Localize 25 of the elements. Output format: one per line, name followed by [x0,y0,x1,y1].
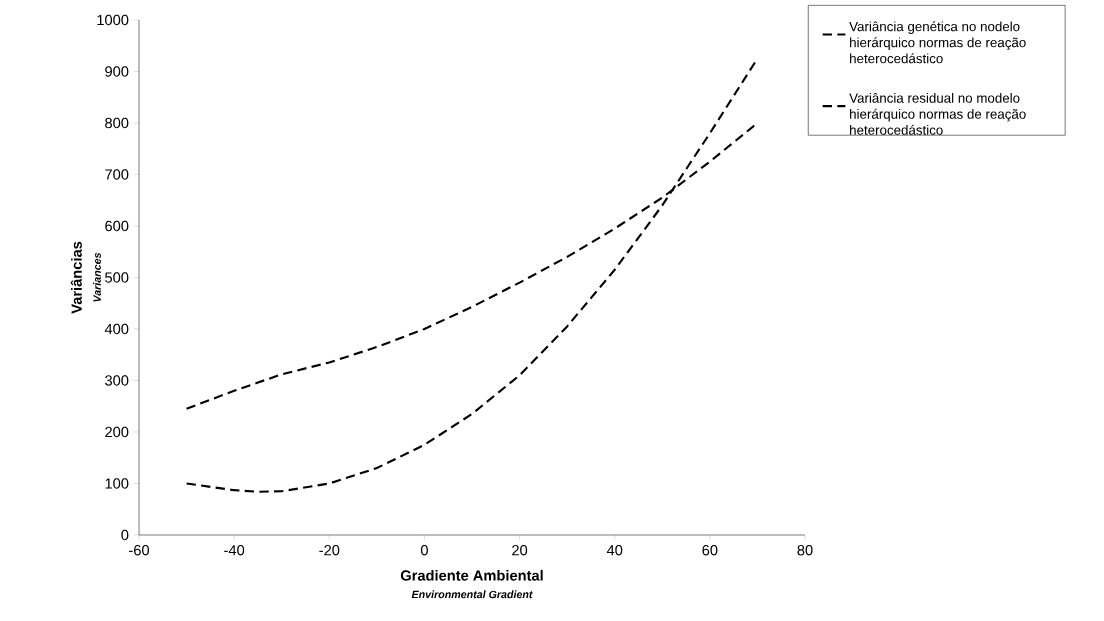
text: Environmental Gradient [411,590,533,599]
x-tick-label: 80 [797,545,813,556]
y-tick-label: 500 [105,272,129,283]
y-tick-label: 600 [105,220,129,232]
x-tick-label: 20 [512,545,528,556]
x-axis-title: Gradiente Ambiental [400,569,543,581]
legend-label: Variância residual no modelo hierárquico normas de reação heterocedástico [849,92,1026,135]
x-tick-label: 40 [606,545,623,556]
x-tick-label: -20 [319,545,340,556]
legend-label: Variância genética no nodelo hierárquico normas de reação heterocedástico [849,21,1026,64]
y-tick-label: 1000 [97,14,129,26]
x-tick-label: -40 [224,545,245,556]
x-tick-label: 0 [420,545,428,556]
y-tick-label: 200 [105,426,129,438]
y-tick-label: 800 [105,117,129,129]
y-tick-label: 900 [105,66,129,77]
y-tick-label: 100 [105,478,129,489]
y-axis-title: Variâncias [70,241,82,314]
y-tick-label: 300 [105,375,129,386]
text: Variances [93,252,101,302]
x-tick-label: 60 [702,545,718,556]
x-tick-label: -60 [129,545,150,556]
y-tick-label: 0 [121,529,129,541]
y-tick-label: 700 [105,169,129,180]
y-tick-label: 400 [104,323,129,335]
